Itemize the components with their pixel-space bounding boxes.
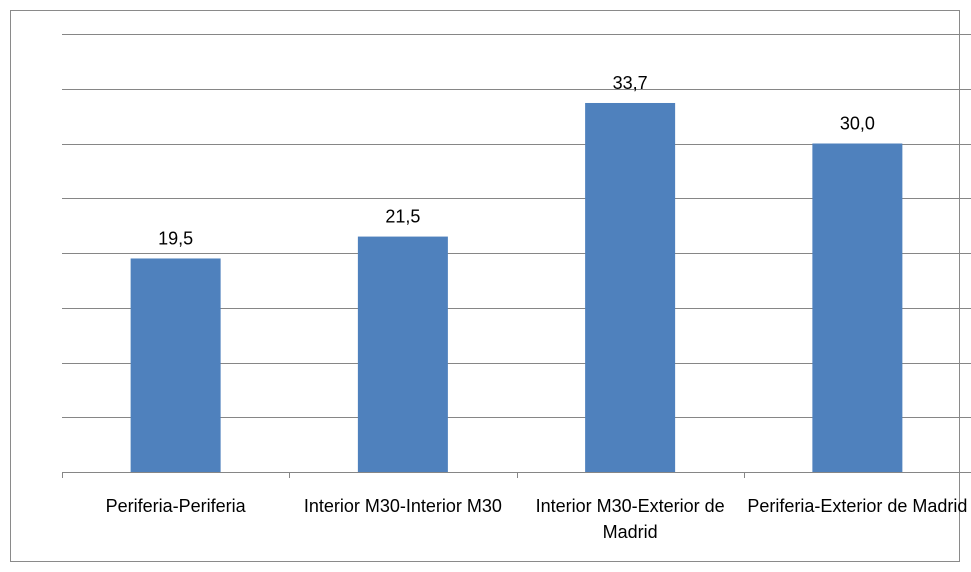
bar — [130, 258, 221, 472]
x-tick-label: Interior M30-Interior M30 — [303, 496, 502, 516]
x-tick-label: Periferia-Exterior de Madrid — [747, 496, 968, 516]
data-label: 19,5 — [158, 228, 193, 248]
x-axis — [62, 472, 745, 478]
data-label: 33,7 — [613, 73, 648, 93]
x-tick-label: Periferia-Periferia — [105, 496, 246, 516]
data-labels: 19,5 21,5 33,7 30,0 — [158, 73, 875, 248]
x-tick-label: Interior M30-Exterior de Madrid — [535, 496, 725, 542]
data-label: 21,5 — [385, 207, 420, 227]
data-label: 30,0 — [840, 114, 875, 134]
bar — [585, 102, 676, 473]
bar — [357, 236, 448, 472]
bar — [812, 143, 903, 472]
bars — [130, 102, 903, 473]
